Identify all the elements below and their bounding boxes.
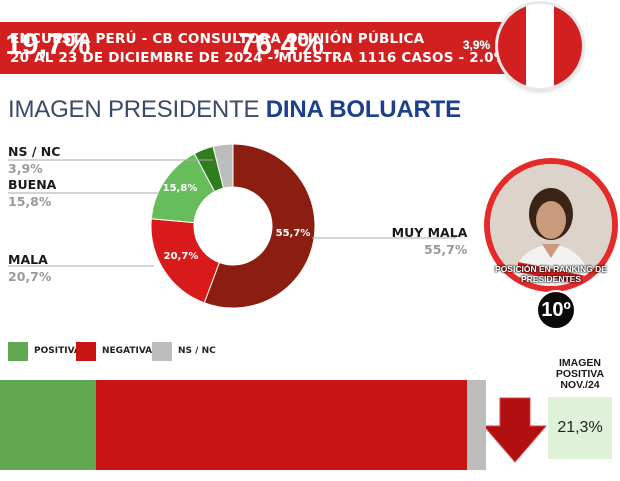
legend-positiva-label: POSITIVA (34, 346, 81, 356)
donut-slice-labels: 55,7% 20,7% 15,8% (163, 183, 311, 262)
donut-slice-muy-mala (203, 143, 316, 309)
president-photo (490, 164, 612, 286)
previous-value: 21,3% (557, 419, 603, 436)
label-muy-mala-name: MUY MALA (391, 225, 468, 240)
ranking-label: POSICIÓN EN RANKING DE PRESIDENTES (495, 264, 607, 284)
label-muy-mala-value: 55,7% (424, 242, 468, 257)
label-muy-mala: MUY MALA 55,7% (380, 224, 468, 258)
title-name: DINA BOLUARTE (265, 96, 461, 123)
label-buena-value: 15,8% (8, 194, 52, 209)
donut-slice-ns-nc (212, 143, 234, 189)
bar-segment-ns-nc (467, 380, 486, 470)
donut-slices (150, 143, 316, 309)
header-line-1: ENCUESTA PERÚ - CB CONSULTORA OPINIÓN PÚ… (10, 31, 425, 47)
previous-value-box: 21,3% (548, 397, 612, 459)
bar-value-ns-nc: 3,9% (462, 38, 491, 52)
page-title: IMAGEN PRESIDENTE DINA BOLUARTE (8, 96, 461, 124)
bar-value-positiva: 19,7% (5, 28, 91, 61)
label-buena-name: BUENA (8, 177, 57, 192)
legend-ns-nc-label: NS / NC (178, 346, 216, 356)
donut-value-buena: 15,8% (163, 183, 198, 194)
bar-segment-positiva (0, 380, 96, 470)
donut-slice-mala (150, 218, 220, 304)
peru-flag-icon (498, 4, 582, 88)
title-prefix: IMAGEN PRESIDENTE (8, 96, 260, 123)
label-ns-nc-value: 3,9% (8, 161, 43, 176)
label-buena: BUENA 15,8% (8, 176, 56, 210)
label-ns-nc: NS / NC 3,9% (8, 143, 60, 177)
ranking-position: 10º (536, 290, 576, 330)
label-mala-name: MALA (8, 252, 48, 267)
portrait-illustration (490, 164, 612, 286)
header-line-2: 20 AL 23 DE DICIEMBRE DE 2024 - MUESTRA … (10, 50, 547, 66)
donut-value-mala: 20,7% (164, 251, 199, 262)
label-mala-value: 20,7% (8, 269, 52, 284)
header-banner: ENCUESTA PERÚ - CB CONSULTORA OPINIÓN PÚ… (0, 22, 556, 74)
leader-lines (8, 159, 456, 267)
president-photo-badge (484, 158, 618, 292)
label-mala: MALA 20,7% (8, 251, 51, 285)
bar-segment-negativa (95, 380, 468, 470)
donut-value-muy-mala: 55,7% (276, 228, 311, 239)
legend-negativa-swatch (76, 342, 96, 361)
legend-negativa-label: NEGATIVA (102, 346, 153, 356)
previous-label: IMAGEN POSITIVA NOV./24 (555, 357, 605, 391)
legend-positiva-swatch (8, 342, 28, 361)
label-ns-nc-name: NS / NC (8, 144, 61, 159)
legend-ns-nc-swatch (152, 342, 172, 361)
down-arrow-icon (482, 397, 548, 463)
bar-value-negativa: 76,4% (238, 28, 324, 61)
